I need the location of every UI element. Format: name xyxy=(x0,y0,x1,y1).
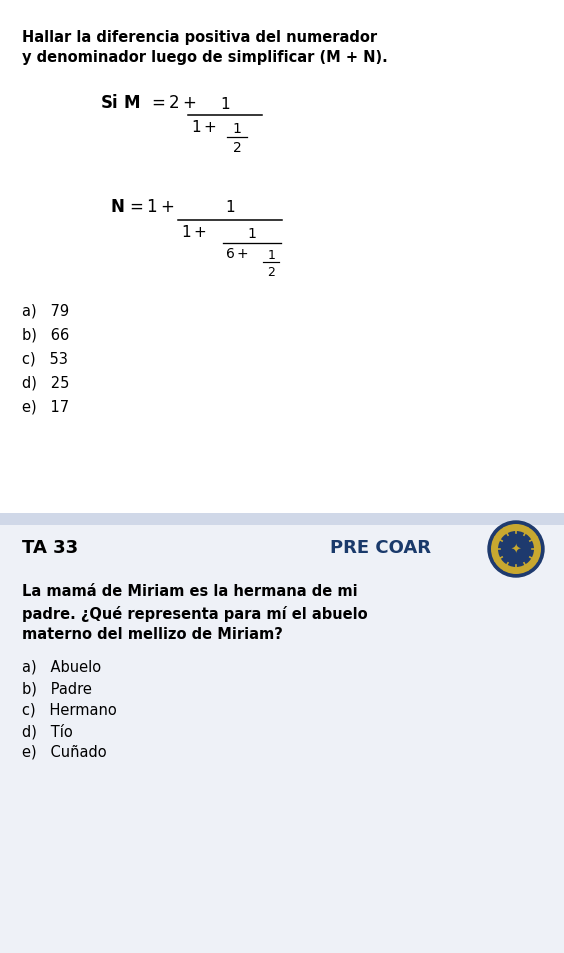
Text: e)   Cuñado: e) Cuñado xyxy=(22,744,107,760)
Text: $= 2 +$: $= 2 +$ xyxy=(148,94,196,112)
Text: $6 +$: $6 +$ xyxy=(225,247,249,261)
Circle shape xyxy=(498,532,534,567)
Text: TA 33: TA 33 xyxy=(22,538,78,557)
Text: La mamá de Miriam es la hermana de mi: La mamá de Miriam es la hermana de mi xyxy=(22,583,358,598)
Text: $\mathbf{Si\ M}$: $\mathbf{Si\ M}$ xyxy=(100,94,140,112)
Text: PRE COAR: PRE COAR xyxy=(330,538,431,557)
Text: $1$: $1$ xyxy=(220,96,230,112)
Text: d)   Tío: d) Tío xyxy=(22,723,73,739)
Text: a)   79: a) 79 xyxy=(22,304,69,318)
Text: $1$: $1$ xyxy=(232,122,242,136)
Text: $2$: $2$ xyxy=(232,141,242,154)
Text: $1 +$: $1 +$ xyxy=(181,224,207,240)
Text: padre. ¿Qué representa para mí el abuelo: padre. ¿Qué representa para mí el abuelo xyxy=(22,605,368,621)
Circle shape xyxy=(488,521,544,578)
Text: $2$: $2$ xyxy=(267,266,275,278)
Text: $1$: $1$ xyxy=(267,249,275,262)
Text: c)   Hermano: c) Hermano xyxy=(22,702,117,718)
Circle shape xyxy=(491,524,541,575)
Bar xyxy=(0,0,564,523)
Text: ✦: ✦ xyxy=(511,543,521,556)
Text: y denominador luego de simplificar (M + N).: y denominador luego de simplificar (M + … xyxy=(22,50,388,65)
Text: $= 1 +$: $= 1 +$ xyxy=(126,198,174,215)
Text: materno del mellizo de Miriam?: materno del mellizo de Miriam? xyxy=(22,626,283,641)
Text: Hallar la diferencia positiva del numerador: Hallar la diferencia positiva del numera… xyxy=(22,30,377,45)
Bar xyxy=(0,514,564,525)
Text: b)   66: b) 66 xyxy=(22,328,69,343)
Text: b)   Padre: b) Padre xyxy=(22,680,92,696)
Text: a)   Abuelo: a) Abuelo xyxy=(22,659,101,673)
Text: $1 +$: $1 +$ xyxy=(191,119,217,135)
Text: c)   53: c) 53 xyxy=(22,352,68,367)
Text: e)   17: e) 17 xyxy=(22,399,69,415)
Bar xyxy=(0,523,564,953)
Text: $1$: $1$ xyxy=(225,199,235,214)
Text: $\mathbf{N}$: $\mathbf{N}$ xyxy=(110,198,125,215)
Text: $1$: $1$ xyxy=(247,227,257,241)
Text: d)   25: d) 25 xyxy=(22,375,69,391)
